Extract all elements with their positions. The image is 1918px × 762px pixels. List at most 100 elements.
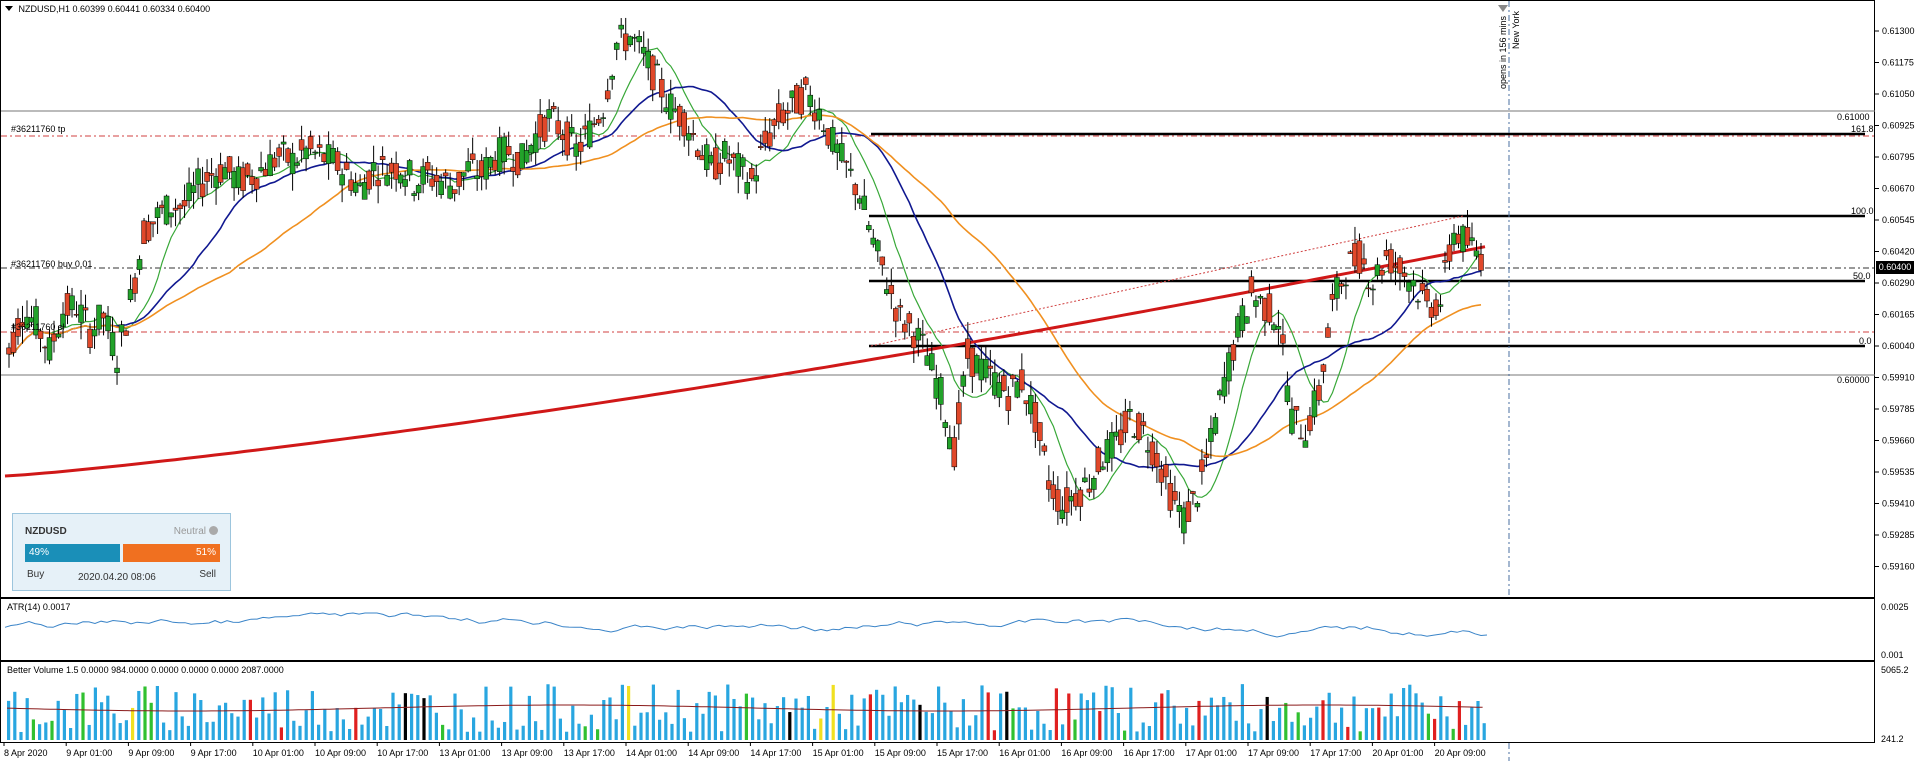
volume-bar bbox=[1172, 705, 1176, 740]
candle-body bbox=[226, 156, 233, 173]
price-tick-label: 0.59535 bbox=[1882, 467, 1915, 477]
volume-bar bbox=[279, 727, 283, 740]
symbol-timeframe: NZDUSD,H1 bbox=[18, 4, 71, 14]
volume-bar bbox=[1290, 721, 1294, 740]
price-tick-label: 0.59160 bbox=[1882, 562, 1915, 572]
atr-axis-bottom: 0.001 bbox=[1881, 650, 1904, 660]
candle-body bbox=[1073, 493, 1079, 507]
volume-bar bbox=[93, 687, 97, 740]
volume-bar bbox=[614, 719, 618, 740]
candle-body bbox=[1428, 306, 1435, 318]
sentiment-widget[interactable]: NZDUSD Neutral 49% 51% Buy 2020.04.20 08… bbox=[12, 513, 231, 591]
candle-body bbox=[758, 146, 764, 148]
candle-body bbox=[564, 121, 570, 156]
candle-body bbox=[879, 256, 886, 266]
candle-body bbox=[685, 133, 692, 141]
price-axis: 0.61300 0.61175 0.61050 0.60925 0.60795 0.606… bbox=[1875, 26, 1915, 572]
candle-body bbox=[987, 365, 994, 369]
candle-body bbox=[249, 176, 255, 185]
candle-body bbox=[1136, 413, 1142, 441]
volume-bar bbox=[1346, 726, 1350, 740]
candle-body bbox=[834, 143, 841, 153]
candle-body bbox=[199, 183, 206, 197]
candle-body bbox=[780, 109, 787, 124]
candle-body bbox=[195, 168, 201, 185]
volume-bar bbox=[596, 729, 600, 740]
atr-canvas: 0.0025 0.001 bbox=[4, 602, 1909, 660]
candle-body bbox=[348, 179, 354, 191]
candle-body bbox=[1338, 283, 1345, 287]
candle-body bbox=[915, 327, 922, 341]
volume-bar bbox=[1340, 707, 1344, 740]
candle-body bbox=[1226, 352, 1232, 382]
candle-body bbox=[141, 220, 147, 244]
candle-body bbox=[627, 36, 633, 46]
candle-body bbox=[1064, 487, 1070, 513]
candle-body bbox=[857, 198, 863, 204]
volume-bar bbox=[81, 692, 85, 740]
volume-bar bbox=[540, 729, 544, 740]
volume-bar bbox=[906, 694, 910, 740]
buy-percent-bar: 49% bbox=[25, 544, 120, 562]
volume-bar bbox=[56, 700, 60, 740]
candle-body bbox=[415, 185, 422, 194]
atr-indicator-pane[interactable]: ATR(14) 0.0017 0.0025 0.001 bbox=[0, 598, 1909, 661]
candle-body bbox=[1167, 482, 1174, 511]
candle-body bbox=[830, 127, 836, 152]
ma-slow-line bbox=[8, 114, 1482, 458]
volume-bar bbox=[1147, 726, 1151, 740]
candle-body bbox=[1113, 431, 1120, 437]
candle-body bbox=[1298, 437, 1304, 440]
candle-body bbox=[897, 305, 904, 308]
candle-body bbox=[438, 180, 444, 196]
candle-body bbox=[109, 332, 116, 357]
candle-body bbox=[1041, 445, 1048, 452]
candle-body bbox=[1455, 233, 1462, 244]
candle-body bbox=[798, 87, 805, 115]
ma-fast-line bbox=[8, 47, 1482, 501]
volume-bar bbox=[1123, 730, 1127, 740]
candle-body bbox=[785, 110, 791, 114]
volume-bar bbox=[1154, 702, 1158, 740]
volume-bar bbox=[124, 720, 128, 740]
volume-bar bbox=[620, 684, 624, 740]
time-tick-label: 16 Apr 09:00 bbox=[1061, 748, 1112, 758]
volume-bar bbox=[899, 702, 903, 740]
candle-body bbox=[55, 333, 62, 338]
volume-bar bbox=[1048, 730, 1052, 740]
volume-bar bbox=[980, 685, 984, 740]
candle-body bbox=[848, 168, 854, 171]
volume-bar bbox=[744, 693, 748, 740]
time-tick-label: 20 Apr 09:00 bbox=[1435, 748, 1486, 758]
collapse-triangle-icon[interactable] bbox=[5, 6, 13, 11]
candle-body bbox=[393, 163, 399, 180]
candle-body bbox=[622, 33, 629, 52]
volume-bar bbox=[100, 702, 104, 740]
candle-body bbox=[145, 221, 152, 241]
candle-body bbox=[1401, 272, 1408, 277]
candle-body bbox=[244, 163, 251, 176]
candle-body bbox=[1068, 496, 1075, 502]
volume-bar bbox=[354, 707, 358, 740]
candle-body bbox=[735, 153, 741, 177]
volume-bar bbox=[1209, 697, 1213, 740]
candle-body bbox=[672, 108, 678, 112]
candle-body bbox=[654, 63, 660, 66]
candle-body bbox=[1122, 410, 1129, 434]
candle-body bbox=[366, 170, 372, 190]
volume-bar bbox=[509, 686, 513, 740]
candle-body bbox=[487, 157, 494, 168]
volume-bar bbox=[1364, 708, 1368, 740]
volume-indicator-pane[interactable]: Better Volume 1.5 0.0000 984.0000 0.0000… bbox=[0, 661, 1909, 744]
volume-bar bbox=[317, 724, 321, 740]
fib-161-label: 161.8 bbox=[1851, 124, 1874, 134]
candle-body bbox=[334, 151, 341, 171]
volume-bar bbox=[1383, 716, 1387, 740]
volume-bar bbox=[1259, 709, 1263, 740]
volume-bar bbox=[1271, 721, 1275, 740]
price-tick-label: 0.59785 bbox=[1882, 404, 1915, 414]
candle-body bbox=[1050, 484, 1057, 499]
candle-body bbox=[1001, 375, 1007, 391]
volume-bar bbox=[304, 710, 308, 740]
